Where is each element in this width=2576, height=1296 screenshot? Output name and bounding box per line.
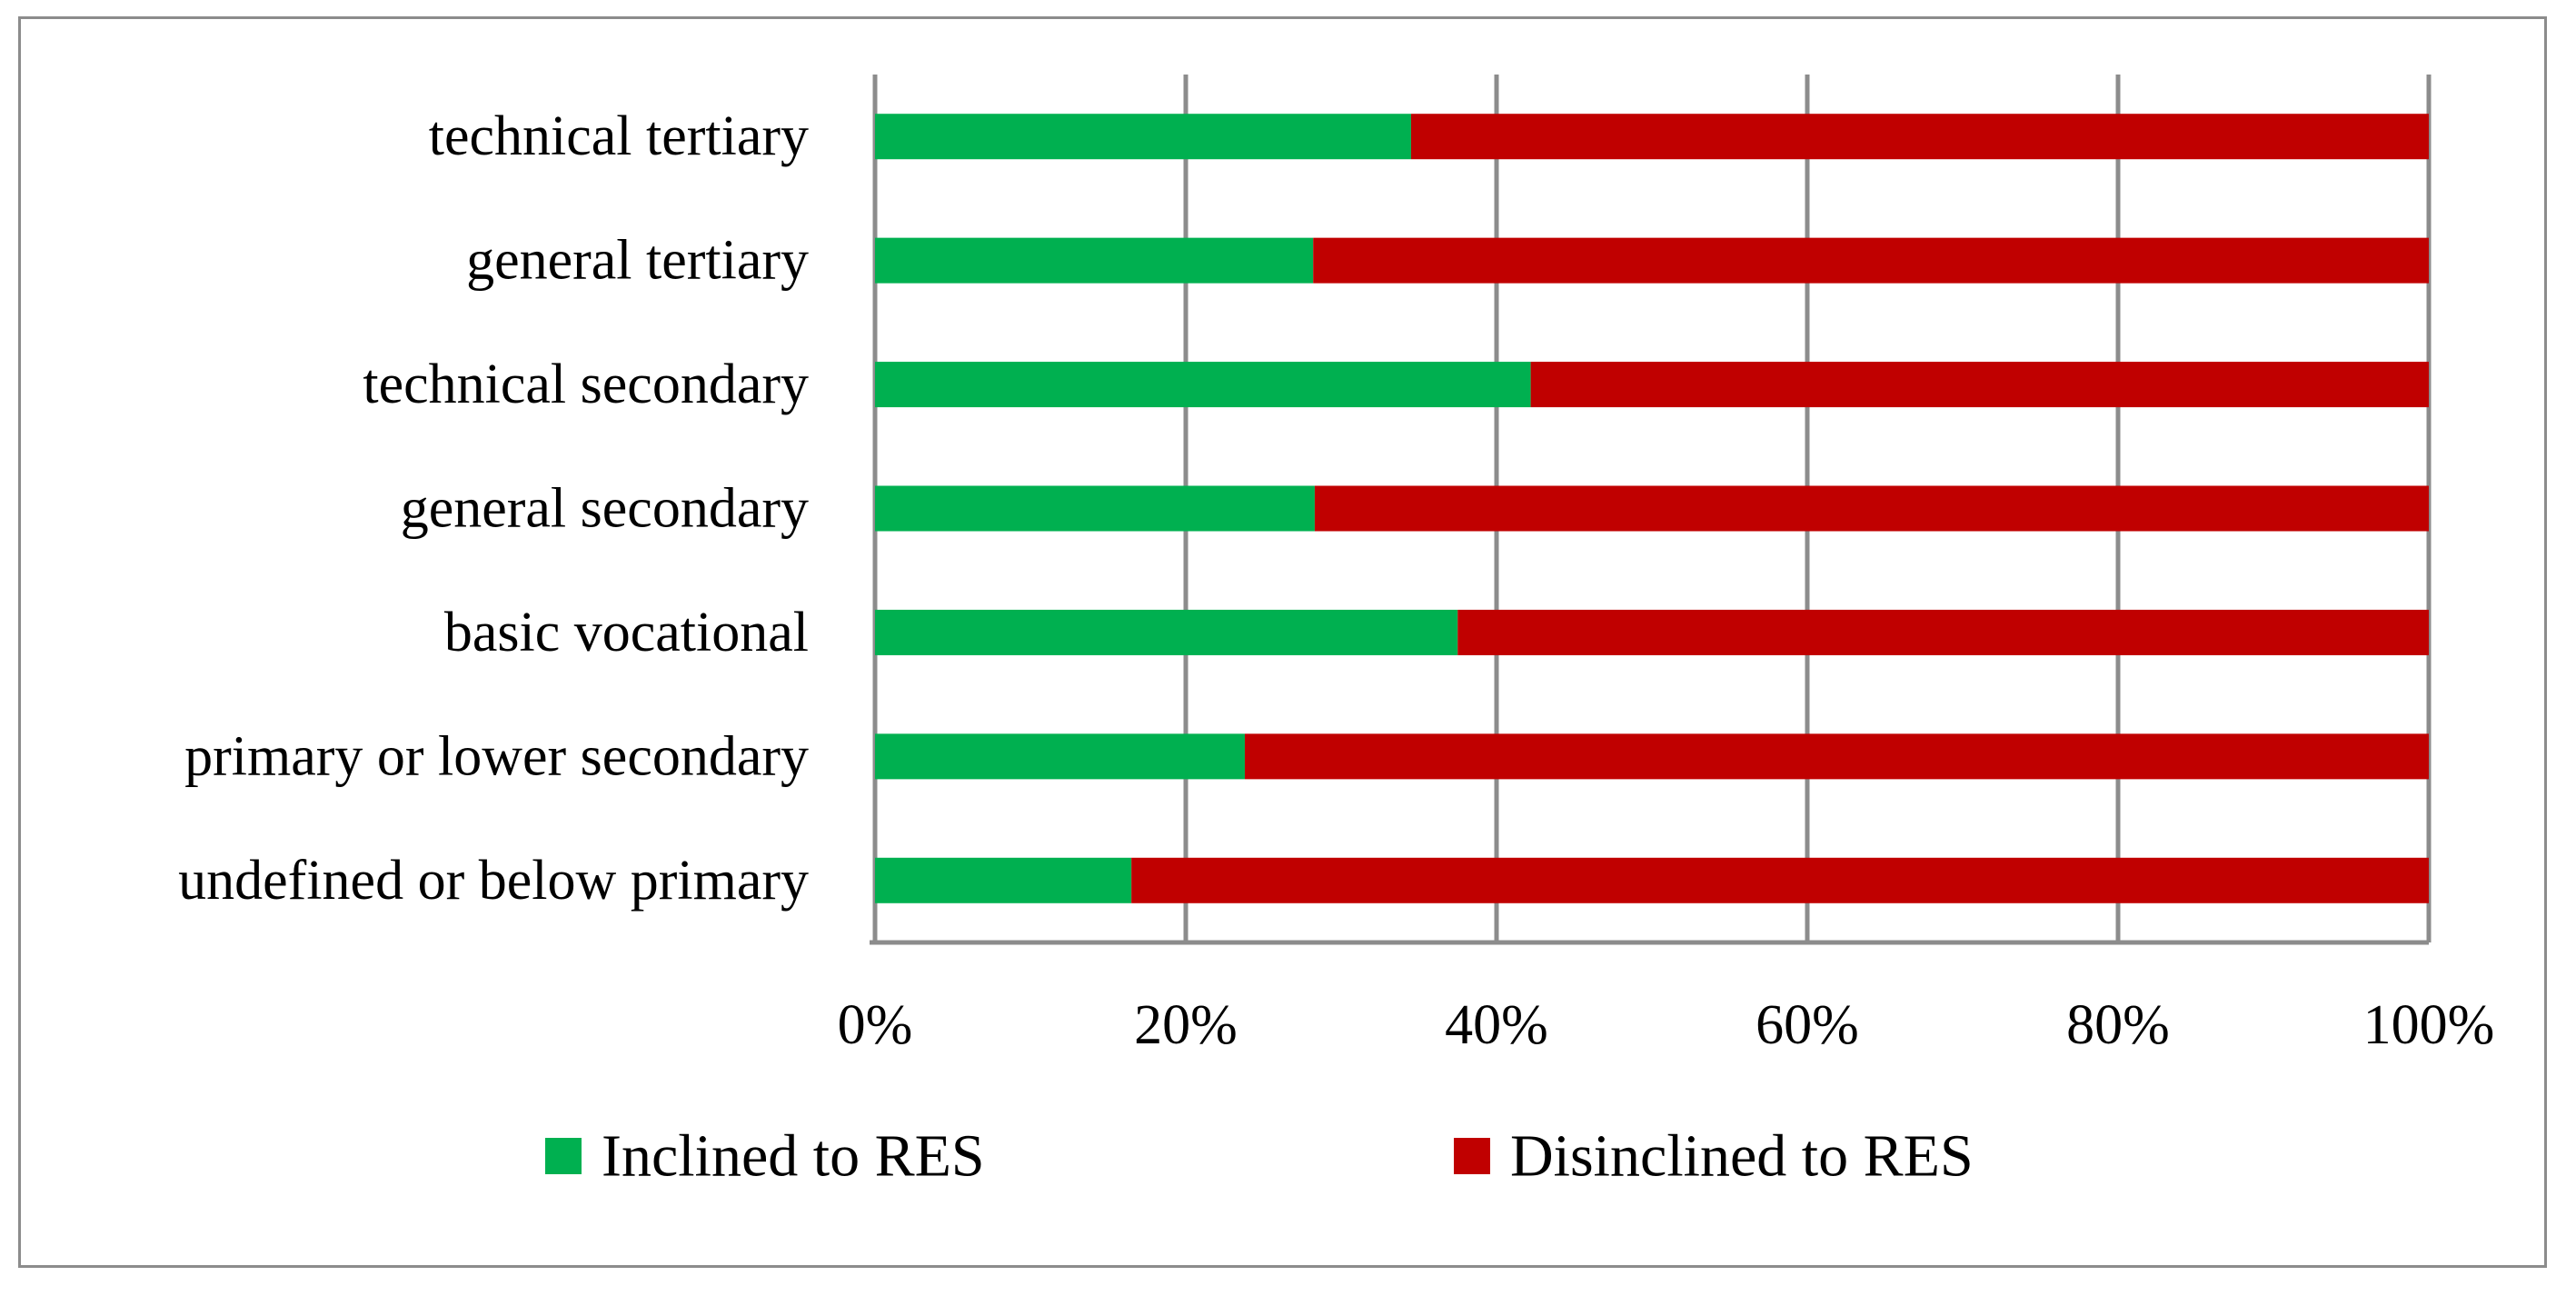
bar-disinclined-2	[1530, 362, 2429, 408]
bar-inclined-2	[875, 362, 1531, 408]
bar-disinclined-6	[1131, 857, 2429, 903]
bar-inclined-1	[875, 237, 1314, 284]
x-tick-labels: 0% 20% 40% 60% 80% 100%	[838, 994, 2495, 1056]
category-label: basic vocational	[444, 602, 809, 663]
legend-swatch-inclined	[545, 1138, 582, 1174]
bar-disinclined-0	[1410, 114, 2429, 160]
bars	[875, 114, 2429, 903]
bar-inclined-3	[875, 485, 1315, 532]
x-tick-label: 100%	[2363, 994, 2495, 1056]
legend-label-inclined: Inclined to RES	[602, 1123, 985, 1190]
legend-swatch-disinclined	[1454, 1138, 1490, 1174]
bar-disinclined-1	[1313, 237, 2429, 284]
legend: Inclined to RES Disinclined to RES	[545, 1123, 1974, 1190]
chart-frame	[18, 16, 2547, 1268]
category-label: technical secondary	[363, 354, 809, 415]
bar-inclined-5	[875, 733, 1245, 780]
bar-disinclined-4	[1457, 609, 2429, 655]
bar-inclined-6	[875, 857, 1132, 903]
category-label: undefined or below primary	[178, 850, 809, 912]
gridlines	[870, 75, 2432, 945]
bar-inclined-4	[875, 609, 1458, 655]
bar-disinclined-3	[1314, 485, 2429, 532]
bar-disinclined-5	[1244, 733, 2429, 780]
x-tick-label: 0%	[838, 994, 913, 1056]
category-label: general secondary	[401, 478, 809, 540]
category-label: primary or lower secondary	[184, 725, 809, 787]
legend-label-disinclined: Disinclined to RES	[1510, 1123, 1974, 1190]
x-tick-label: 40%	[1445, 994, 1548, 1056]
bar-inclined-0	[875, 114, 1411, 160]
category-label: technical tertiary	[429, 105, 809, 167]
category-labels: technical tertiary general tertiary techni…	[178, 105, 809, 912]
x-tick-label: 80%	[2066, 994, 2170, 1056]
category-label: general tertiary	[466, 230, 809, 292]
x-tick-label: 60%	[1755, 994, 1859, 1056]
x-tick-label: 20%	[1134, 994, 1238, 1056]
